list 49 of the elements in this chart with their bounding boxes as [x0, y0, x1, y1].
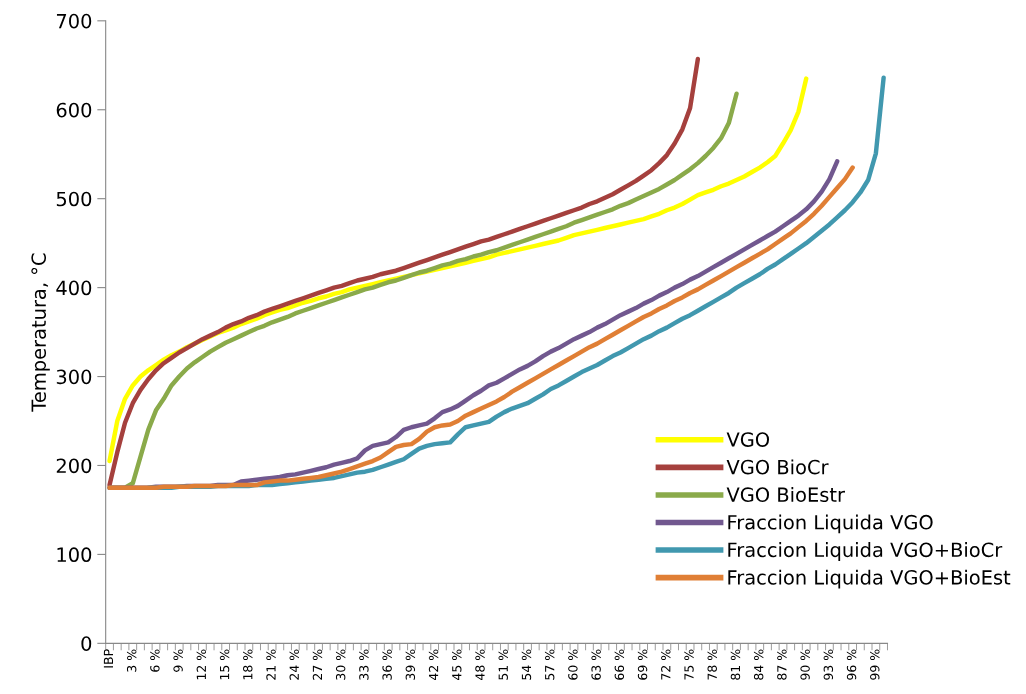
- x-tick-label: 84 %: [753, 649, 764, 680]
- y-tick-label: 500: [56, 191, 92, 207]
- x-tick-label: 72 %: [661, 649, 671, 680]
- legend-label: VGO BioCr: [726, 459, 829, 475]
- x-tick-label: 30 %: [335, 649, 346, 680]
- x-tick-label: 6 %: [150, 649, 160, 672]
- x-tick-label: 99 %: [870, 649, 880, 680]
- x-tick-label: 12 %: [196, 649, 207, 680]
- x-tick-label: 36 %: [382, 649, 392, 680]
- y-tick-label: 700: [56, 13, 92, 29]
- x-tick-label: 78 %: [707, 649, 717, 680]
- x-tick-label: 39 %: [405, 649, 416, 680]
- x-tick-label: 51 %: [498, 649, 508, 680]
- legend-label: Fraccion Liquida VGO+BioCr: [728, 542, 1003, 561]
- x-tick-label: 3 %: [126, 649, 137, 672]
- x-tick-label: 96 %: [846, 649, 857, 680]
- x-tick-label: 48 %: [475, 649, 485, 681]
- y-tick-label: 300: [56, 369, 92, 385]
- x-tick-label: 93 %: [823, 649, 834, 680]
- x-tick-label: 15 %: [219, 649, 230, 680]
- x-tick-label: 60 %: [568, 649, 578, 680]
- y-tick-label: 100: [57, 547, 92, 563]
- x-tick-label: 27 %: [312, 649, 323, 680]
- x-tick-label: IBP: [103, 649, 113, 668]
- legend-label: VGO BioEstr: [726, 486, 845, 503]
- x-tick-label: 33 %: [359, 649, 369, 680]
- x-tick-label: 21 %: [266, 649, 276, 680]
- legend-label: Fraccion Liquida VGO: [728, 514, 933, 534]
- x-tick-label: 54 %: [521, 649, 532, 680]
- y-tick-label: 400: [56, 280, 92, 296]
- y-axis-title: Temperatura, °C: [31, 253, 50, 412]
- legend-label: VGO: [726, 432, 770, 447]
- x-tick-label: 87 %: [777, 649, 787, 680]
- x-tick-label: 18 %: [243, 649, 253, 680]
- x-tick-label: 66 %: [614, 649, 625, 680]
- y-tick-label: 600: [56, 102, 92, 118]
- x-tick-label: 69 %: [637, 649, 648, 680]
- y-tick-label: 0: [81, 636, 92, 651]
- x-tick-label: 63 %: [591, 649, 601, 680]
- x-tick-label: 81 %: [730, 649, 741, 680]
- x-tick-label: 75 %: [684, 649, 694, 680]
- x-tick-label: 42 %: [428, 649, 439, 681]
- x-tick-label: 90 %: [800, 649, 810, 680]
- x-tick-label: 9 %: [173, 649, 183, 672]
- x-tick-label: 45 %: [452, 649, 462, 681]
- x-tick-label: 57 %: [544, 649, 555, 680]
- y-tick-label: 200: [56, 458, 92, 474]
- legend-label: Fraccion Liquida VGO+BioEst: [728, 569, 1011, 589]
- x-tick-label: 24 %: [289, 649, 299, 680]
